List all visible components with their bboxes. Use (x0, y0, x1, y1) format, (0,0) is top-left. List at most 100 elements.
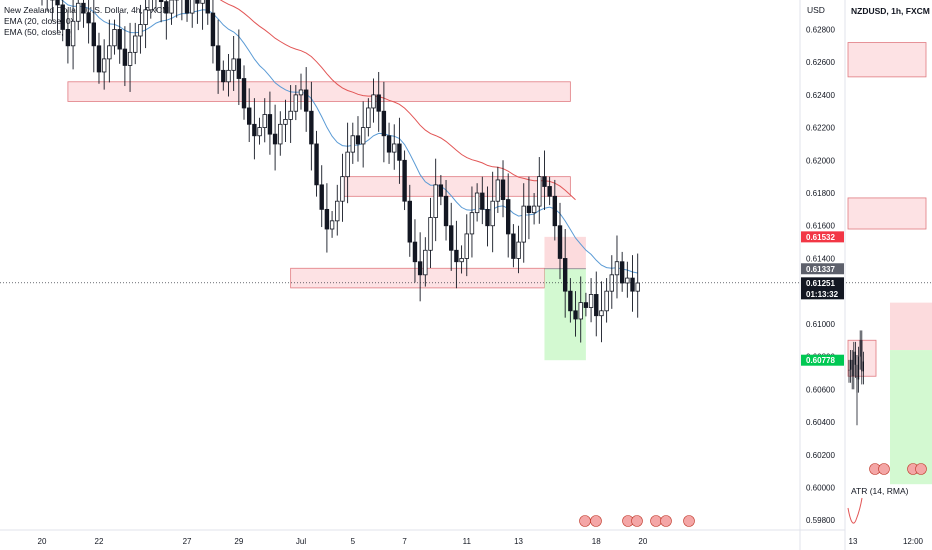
candle[interactable] (578, 302, 583, 320)
candle[interactable] (412, 241, 418, 263)
candle[interactable] (117, 29, 122, 50)
candle[interactable] (417, 261, 423, 276)
candle[interactable] (542, 176, 547, 187)
candle[interactable] (625, 277, 630, 284)
candle[interactable] (355, 135, 361, 145)
sr-zone[interactable] (342, 176, 571, 197)
candle[interactable] (407, 200, 412, 243)
candle[interactable] (122, 48, 128, 66)
candle[interactable] (133, 35, 138, 53)
candle[interactable] (298, 89, 304, 96)
side-candle[interactable] (859, 340, 861, 357)
candle[interactable] (314, 143, 319, 186)
candle[interactable] (345, 151, 350, 178)
candle[interactable] (303, 89, 309, 112)
candle[interactable] (630, 277, 635, 292)
candle[interactable] (215, 45, 221, 71)
candle[interactable] (205, 0, 210, 14)
candle[interactable] (195, 0, 200, 4)
candle[interactable] (190, 0, 195, 14)
side-sr-zone[interactable] (847, 42, 927, 78)
candle[interactable] (169, 0, 174, 14)
candle[interactable] (55, 0, 60, 6)
candle[interactable] (599, 310, 604, 317)
candle[interactable] (360, 127, 366, 145)
candle[interactable] (329, 220, 335, 230)
candle[interactable] (485, 208, 490, 227)
side-target-box[interactable] (890, 350, 932, 485)
side-candle[interactable] (858, 356, 860, 380)
candle[interactable] (226, 69, 231, 83)
candle[interactable] (340, 176, 345, 202)
candle[interactable] (293, 94, 299, 112)
candle[interactable] (423, 249, 428, 276)
candle[interactable] (335, 200, 340, 222)
candle[interactable] (86, 12, 91, 24)
candle[interactable] (594, 294, 599, 317)
candle[interactable] (221, 69, 226, 83)
side-stop-box[interactable] (890, 302, 932, 351)
event-flag-icon[interactable] (650, 515, 662, 527)
candle[interactable] (252, 123, 257, 137)
candle[interactable] (495, 179, 501, 202)
candle[interactable] (231, 58, 236, 71)
candle[interactable] (210, 12, 216, 47)
candle[interactable] (148, 0, 153, 11)
side-event-flag-icon[interactable] (878, 463, 890, 475)
candle[interactable] (568, 290, 573, 312)
side-event-flag-icon[interactable] (915, 463, 927, 475)
candle[interactable] (376, 94, 381, 112)
candle[interactable] (474, 192, 480, 214)
candle[interactable] (531, 205, 537, 214)
candle[interactable] (288, 110, 293, 120)
side-candle[interactable] (862, 361, 864, 372)
candle[interactable] (614, 261, 620, 276)
side-candle[interactable] (861, 340, 863, 372)
candle[interactable] (350, 135, 355, 153)
side-candle[interactable] (853, 351, 855, 377)
candle[interactable] (236, 58, 242, 79)
candle[interactable] (107, 45, 112, 60)
candle[interactable] (505, 199, 511, 235)
candle[interactable] (158, 0, 164, 3)
candle[interactable] (257, 127, 262, 137)
candle[interactable] (371, 94, 376, 109)
candle[interactable] (283, 119, 288, 125)
candle[interactable] (143, 9, 148, 25)
event-flag-icon[interactable] (579, 515, 591, 527)
candle[interactable] (76, 2, 81, 22)
candle[interactable] (619, 261, 625, 284)
candle[interactable] (526, 205, 532, 214)
candle[interactable] (324, 208, 330, 230)
candle[interactable] (392, 143, 397, 153)
event-flag-icon[interactable] (590, 515, 602, 527)
side-sr-zone[interactable] (847, 197, 927, 230)
candle[interactable] (443, 195, 449, 227)
candle[interactable] (262, 114, 267, 128)
candle[interactable] (127, 51, 133, 66)
candle[interactable] (386, 135, 392, 153)
candle[interactable] (81, 2, 86, 14)
candle[interactable] (60, 4, 65, 30)
candle[interactable] (246, 107, 252, 125)
candle[interactable] (402, 159, 407, 202)
candle[interactable] (381, 110, 387, 137)
sr-zone[interactable] (290, 267, 545, 289)
side-candle[interactable] (850, 359, 852, 370)
candle[interactable] (65, 29, 71, 47)
candle[interactable] (96, 45, 102, 73)
side-candle[interactable] (848, 369, 850, 371)
candle[interactable] (511, 233, 516, 259)
candle[interactable] (438, 184, 444, 197)
candle[interactable] (200, 0, 205, 4)
candle[interactable] (480, 192, 485, 210)
event-flag-icon[interactable] (631, 515, 643, 527)
candle[interactable] (537, 176, 542, 207)
candle[interactable] (319, 184, 324, 210)
candle[interactable] (241, 78, 247, 109)
candle[interactable] (428, 217, 433, 251)
candle[interactable] (516, 241, 521, 259)
sr-zone[interactable] (67, 81, 571, 102)
candle[interactable] (609, 274, 614, 292)
